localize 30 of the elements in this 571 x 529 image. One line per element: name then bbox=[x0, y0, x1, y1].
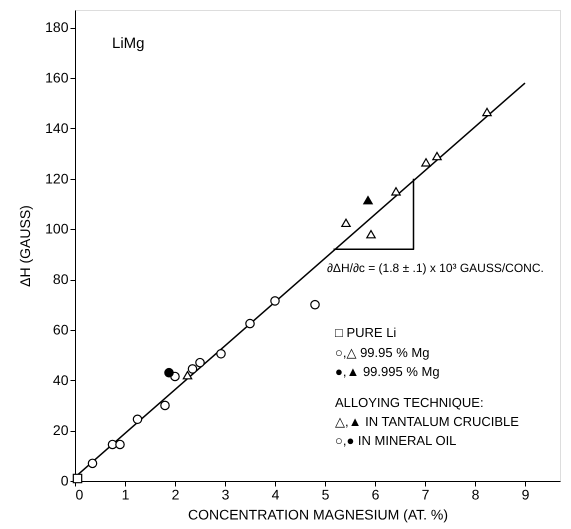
x-tick-label: 5 bbox=[322, 486, 330, 502]
y-tick-label: 160 bbox=[45, 70, 69, 86]
annotation: ○,△ 99.95 % Mg bbox=[335, 345, 430, 360]
y-tick-label: 40 bbox=[52, 372, 69, 388]
y-tick-label: 20 bbox=[52, 422, 69, 438]
annotation: ∂ΔH/∂c = (1.8 ± .1) x 10³ GAUSS/CONC. bbox=[327, 261, 544, 275]
x-tick-label: 6 bbox=[372, 486, 380, 502]
x-tick-label: 8 bbox=[472, 486, 480, 502]
annotation: □ PURE Li bbox=[335, 325, 396, 340]
x-tick-label: 3 bbox=[222, 486, 230, 502]
y-tick-label: 80 bbox=[52, 271, 69, 288]
y-tick-label: 120 bbox=[45, 170, 69, 186]
annotation: ○,● IN MINERAL OIL bbox=[335, 433, 456, 448]
x-tick-label: 7 bbox=[422, 486, 430, 502]
annotation: LiMg bbox=[112, 35, 145, 52]
y-tick-label: 140 bbox=[45, 120, 69, 136]
y-tick-label: 100 bbox=[45, 220, 69, 237]
x-tick-label: 2 bbox=[172, 486, 180, 502]
annotation: ●,▲ 99.995 % Mg bbox=[335, 364, 440, 379]
y-tick-label: 0 bbox=[60, 472, 69, 488]
x-axis-title: CONCENTRATION MAGNESIUM (AT. %) bbox=[188, 506, 448, 522]
x-tick-label: 4 bbox=[272, 486, 280, 502]
annotation: ALLOYING TECHNIQUE: bbox=[335, 395, 484, 410]
x-tick-label: 0 bbox=[76, 486, 84, 502]
y-axis-title: ΔH (GAUSS) bbox=[17, 205, 34, 287]
x-tick-label: 1 bbox=[122, 486, 130, 502]
x-tick-label: 9 bbox=[522, 486, 530, 502]
y-tick-label: 60 bbox=[52, 321, 69, 338]
y-tick-label: 180 bbox=[45, 19, 69, 36]
annotation: △,▲ IN TANTALUM CRUCIBLE bbox=[335, 414, 520, 429]
